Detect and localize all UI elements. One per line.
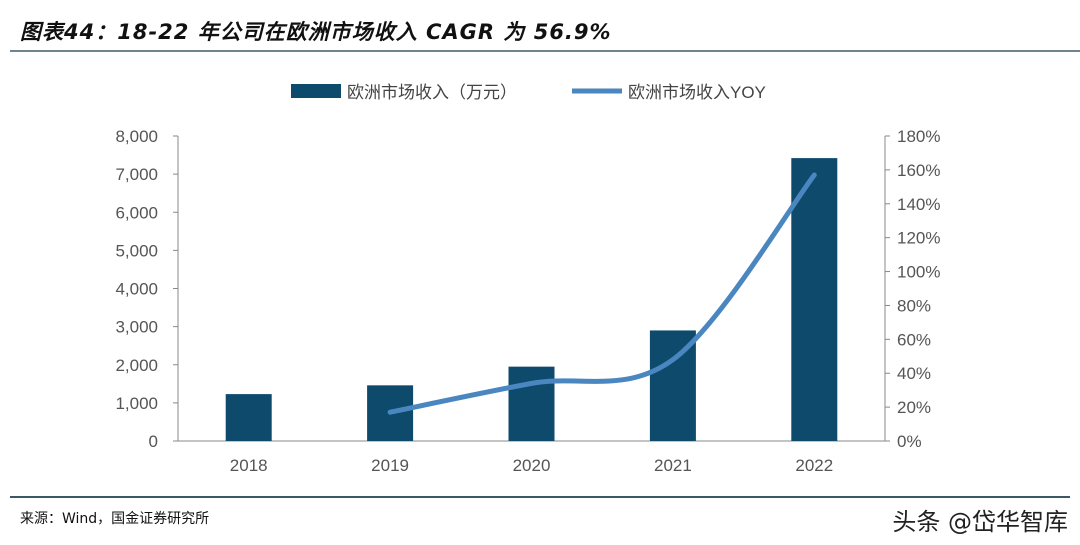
right-tick-label: 40% [897,364,931,383]
left-tick-label: 7,000 [115,165,158,184]
left-tick-label: 4,000 [115,280,158,299]
left-tick-label: 2,000 [115,356,158,375]
title-divider [10,50,1080,52]
legend-bar-swatch [291,84,341,98]
legend-bar-label: 欧洲市场收入（万元） [347,83,517,102]
right-tick-label: 100% [897,263,940,282]
right-tick-label: 60% [897,330,931,349]
right-tick-label: 140% [897,195,940,214]
x-tick-label: 2021 [654,456,692,475]
left-tick-label: 6,000 [115,203,158,222]
bar [791,158,838,442]
right-tick-label: 20% [897,398,931,417]
x-tick-label: 2020 [513,456,551,475]
left-tick-label: 0 [149,432,158,451]
x-tick-label: 2018 [230,456,268,475]
left-tick-label: 8,000 [115,127,158,146]
right-tick-label: 80% [897,296,931,315]
right-tick-label: 180% [897,127,940,146]
right-tick-label: 160% [897,161,940,180]
yoy-line [387,172,817,415]
footer-divider [10,496,1070,498]
left-tick-label: 3,000 [115,318,158,337]
right-tick-label: 0% [897,432,922,451]
x-tick-label: 2022 [795,456,833,475]
legend-line-label: 欧洲市场收入YOY [628,83,766,102]
left-tick-label: 1,000 [115,394,158,413]
bar [225,394,272,441]
source-note: 来源：Wind，国金证券研究所 [20,511,210,527]
watermark: 头条 @岱华智库 [892,508,1068,536]
bar [508,366,555,441]
left-tick-label: 5,000 [115,241,158,260]
x-tick-label: 2019 [371,456,409,475]
right-tick-label: 120% [897,229,940,248]
chart-title: 图表44：18-22 年公司在欧洲市场收入 CAGR 为 56.9% [20,20,612,44]
